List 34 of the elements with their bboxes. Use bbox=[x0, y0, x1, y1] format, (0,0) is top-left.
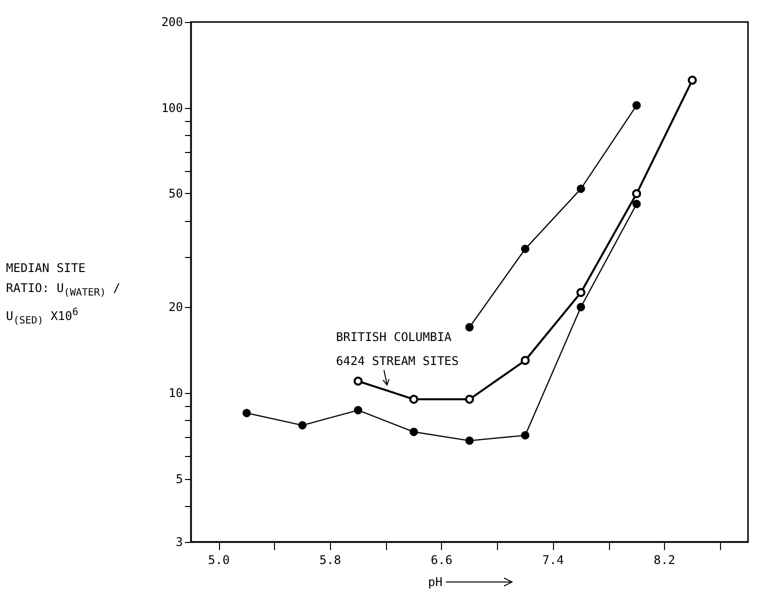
x-tick-label: 6.6 bbox=[430, 553, 452, 567]
point bbox=[576, 184, 586, 193]
x-tick-label: 5.0 bbox=[208, 553, 230, 567]
y-tick-label: 10 bbox=[168, 386, 183, 400]
x-tick-label: 7.4 bbox=[542, 553, 564, 567]
y-tick-label: 3 bbox=[176, 535, 183, 549]
point bbox=[465, 323, 474, 332]
x-axis-title: pH bbox=[428, 575, 442, 589]
y-tick-label: 50 bbox=[168, 186, 183, 201]
point bbox=[688, 76, 697, 85]
point bbox=[242, 408, 251, 418]
x-tick-label: 5.8 bbox=[319, 553, 342, 567]
point bbox=[632, 189, 642, 198]
point bbox=[576, 288, 586, 298]
text: MEDIAN SITE RATIO: U$_{(WATER)}$ / U$_{(SED)}$ X10$^{6}$ bbox=[6, 261, 120, 327]
point bbox=[465, 394, 474, 404]
point bbox=[410, 428, 418, 436]
y-tick-label: 5 bbox=[176, 472, 183, 486]
point bbox=[354, 406, 362, 414]
y-tick-label: 200 bbox=[161, 15, 183, 29]
point bbox=[409, 394, 418, 404]
point bbox=[521, 431, 530, 440]
point bbox=[298, 421, 307, 430]
point bbox=[632, 101, 641, 110]
point bbox=[465, 436, 474, 445]
point bbox=[521, 244, 530, 254]
annotation: BRITISH COLUMBIA 6424 STREAM SITES bbox=[336, 328, 460, 370]
x-tick-label: 8.2 bbox=[654, 553, 676, 567]
point bbox=[354, 376, 363, 386]
y-tick-label: 20 bbox=[168, 300, 183, 314]
y-tick-label: 100 bbox=[161, 100, 183, 115]
point bbox=[520, 356, 530, 365]
point bbox=[576, 302, 586, 312]
point bbox=[632, 200, 641, 208]
